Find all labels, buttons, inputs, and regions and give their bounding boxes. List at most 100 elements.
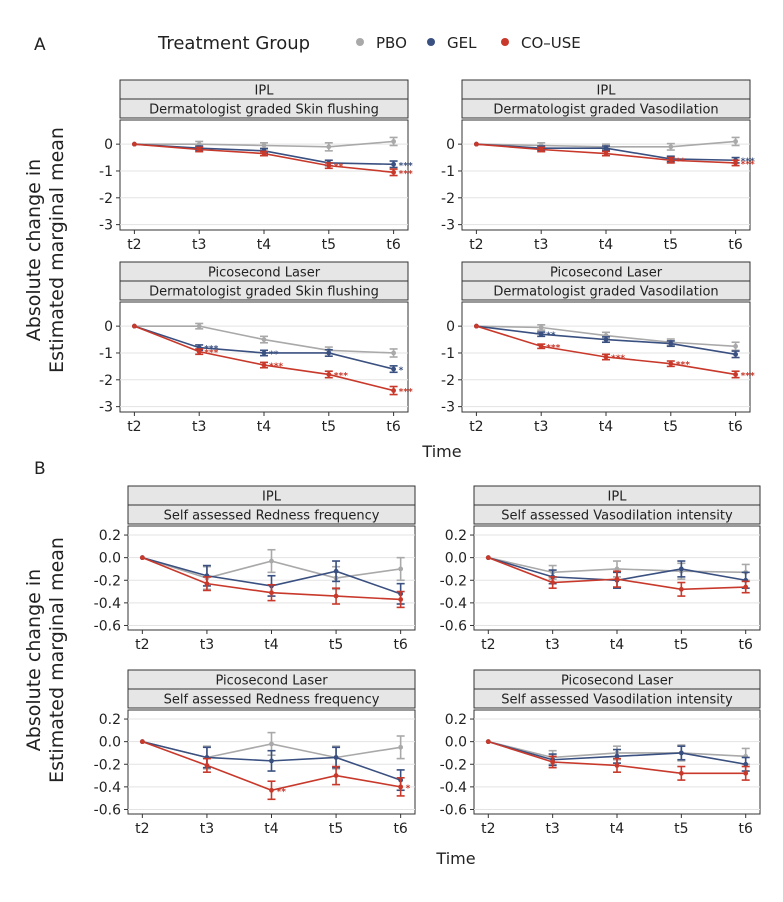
y-tick-label: -2 xyxy=(99,191,113,207)
point-gel xyxy=(391,366,396,372)
x-tick-label: t6 xyxy=(738,821,752,837)
point-gel xyxy=(678,750,684,756)
x-tick-label: t3 xyxy=(192,237,206,253)
significance-label-co-use: *** xyxy=(741,371,755,381)
significance-label-co-use: * xyxy=(406,784,411,794)
x-tick-label: t5 xyxy=(329,821,343,837)
x-tick-label: t2 xyxy=(469,237,483,253)
point-co-use xyxy=(326,163,332,169)
point-pbo xyxy=(326,144,332,150)
point-gel xyxy=(743,761,749,767)
strip-2-box xyxy=(461,98,751,119)
point-pbo xyxy=(668,144,674,150)
significance-label-co-use: *** xyxy=(546,343,560,353)
x-tick-label: t3 xyxy=(192,419,206,435)
point-co-use xyxy=(398,784,404,790)
point-pbo xyxy=(261,337,267,342)
strip-1-label: Picosecond Laser xyxy=(561,674,674,689)
x-tick-label: t2 xyxy=(135,637,149,653)
x-tick-label: t6 xyxy=(393,821,407,837)
point-co-use xyxy=(132,323,137,329)
x-tick-label: t4 xyxy=(599,237,613,253)
legend-label-co-use: CO–USE xyxy=(521,34,581,52)
strip-2-label: Self assessed Redness frequency xyxy=(164,509,380,524)
point-gel xyxy=(733,351,738,357)
chart-panel-6: IPL Self assessed Vasodilation intensity 0… xyxy=(440,485,761,653)
y-tick-label: -3 xyxy=(441,400,455,416)
x-tick-label: t2 xyxy=(469,419,483,435)
significance-label-gel: * xyxy=(399,366,404,376)
x-tick-label: t3 xyxy=(200,637,214,653)
strip-2-box xyxy=(127,504,416,525)
point-co-use xyxy=(261,151,267,156)
point-co-use xyxy=(204,581,210,587)
y-tick-label: -1 xyxy=(441,346,455,362)
strip-2-box xyxy=(473,688,761,709)
point-pbo xyxy=(261,143,267,148)
point-pbo xyxy=(614,566,620,572)
strip-2-label: Self assessed Redness frequency xyxy=(164,693,380,708)
y-tick-label: -0.4 xyxy=(94,780,121,796)
y-tick-label: 0 xyxy=(446,137,455,153)
strip-2-box xyxy=(119,98,409,119)
point-gel xyxy=(538,331,544,337)
point-co-use xyxy=(668,361,674,367)
point-co-use xyxy=(139,739,145,745)
point-co-use xyxy=(132,141,137,147)
x-tick-label: t2 xyxy=(127,419,141,435)
x-tick-label: t5 xyxy=(664,419,678,435)
strip-2-label: Dermatologist graded Skin flushing xyxy=(149,285,379,300)
point-co-use xyxy=(678,770,684,776)
point-co-use xyxy=(391,388,396,393)
y-tick-label: -0.6 xyxy=(440,618,467,634)
point-co-use xyxy=(196,147,202,152)
y-tick-label: -3 xyxy=(441,218,455,234)
y-axis-title-a: Absolute change in Estimated marginal me… xyxy=(23,127,68,373)
chart-panel-5: IPL Self assessed Redness frequency 0.2 0.0… xyxy=(94,485,416,653)
y-tick-label: 0.2 xyxy=(99,712,121,728)
x-tick-label: t5 xyxy=(322,419,336,435)
y-tick-label: -0.4 xyxy=(440,780,467,796)
significance-label-gel: *** xyxy=(204,345,218,355)
point-co-use xyxy=(204,762,210,768)
x-tick-label: t4 xyxy=(264,637,278,653)
plot-area xyxy=(119,301,409,413)
section-label-a: A xyxy=(34,35,46,55)
x-tick-label: t4 xyxy=(264,821,278,837)
chart-panel-7: Picosecond Laser Self assessed Redness fr… xyxy=(94,669,416,837)
x-tick-label: t2 xyxy=(481,821,495,837)
y-tick-label: 0.2 xyxy=(445,712,467,728)
x-tick-label: t5 xyxy=(329,637,343,653)
point-co-use xyxy=(391,169,396,175)
strip-2-box xyxy=(127,688,416,709)
point-pbo xyxy=(733,139,738,144)
x-tick-label: t4 xyxy=(257,237,271,253)
significance-label-co-use: ** xyxy=(676,157,686,167)
chart-panel-3: Picosecond Laser Dermatologist graded Ski… xyxy=(99,261,413,435)
strip-1-label: Picosecond Laser xyxy=(208,266,321,281)
x-tick-label: t3 xyxy=(200,821,214,837)
significance-label-gel: *** xyxy=(741,157,755,167)
y-tick-label: 0 xyxy=(104,137,113,153)
y-tick-label: -1 xyxy=(99,346,113,362)
strip-2-label: Self assessed Vasodilation intensity xyxy=(501,693,733,708)
x-tick-label: t6 xyxy=(393,637,407,653)
point-gel xyxy=(326,350,332,356)
y-tick-label: -0.2 xyxy=(440,757,467,773)
y-tick-label: -3 xyxy=(99,218,113,234)
point-pbo xyxy=(269,558,274,564)
legend-label-pbo: PBO xyxy=(376,34,407,52)
y-tick-label: 0.0 xyxy=(99,551,121,567)
chart-panel-2: IPL Dermatologist graded Vasodilation 0 -1 -… xyxy=(441,79,755,253)
x-tick-label: t6 xyxy=(728,237,742,253)
point-co-use xyxy=(485,555,491,561)
y-tick-label: -0.6 xyxy=(94,618,121,634)
point-pbo xyxy=(538,325,544,330)
strip-2-box xyxy=(461,280,751,301)
strip-1-label: Picosecond Laser xyxy=(550,266,663,281)
significance-label-co-use: *** xyxy=(676,361,690,371)
point-pbo xyxy=(196,323,202,329)
x-tick-label: t5 xyxy=(674,637,688,653)
point-gel xyxy=(614,753,620,759)
